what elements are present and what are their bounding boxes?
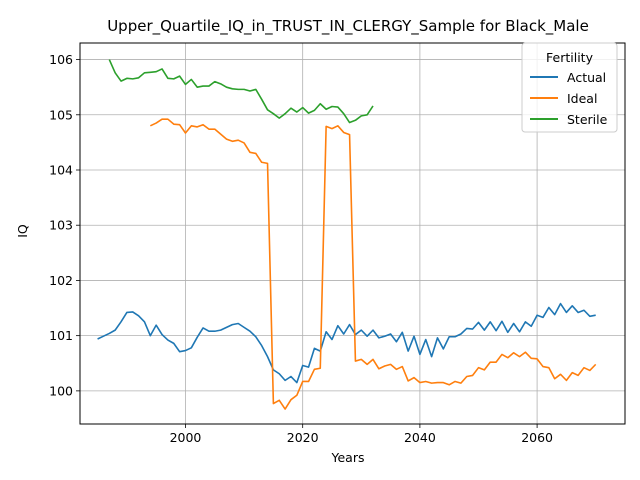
legend-label-actual: Actual — [567, 70, 606, 85]
y-tick-label: 102 — [49, 273, 73, 288]
series-line-sterile — [108, 59, 374, 124]
legend-label-ideal: Ideal — [567, 91, 597, 106]
plot-area-frame — [79, 42, 626, 425]
x-tick-label: 2000 — [170, 430, 202, 445]
x-tick-label: 2060 — [521, 430, 553, 445]
x-tick-label: 2040 — [404, 430, 436, 445]
x-tick-label: 2020 — [287, 430, 319, 445]
y-tick-label: 101 — [49, 328, 73, 343]
legend-box — [521, 42, 618, 133]
series-lines — [97, 59, 597, 410]
y-axis-title: IQ — [15, 224, 30, 238]
y-tick-label: 106 — [49, 52, 73, 67]
legend-label-sterile: Sterile — [567, 112, 608, 127]
y-tick-label: 103 — [49, 218, 73, 233]
y-tick-label: 105 — [49, 107, 73, 122]
chart-title: Upper_Quartile_IQ_in_TRUST_IN_CLERGY_Sam… — [107, 17, 589, 36]
legend-title: Fertility — [546, 50, 594, 65]
axis-ticks: 2000 2020 2040 2060 100 101 102 103 104 105 106 — [49, 52, 553, 445]
y-tick-label: 104 — [49, 163, 73, 178]
series-line-ideal — [149, 118, 597, 410]
y-tick-label: 100 — [49, 383, 73, 398]
series-line-actual — [97, 302, 596, 384]
legend: Fertility Actual Ideal Sterile — [521, 42, 618, 133]
x-axis-title: Years — [331, 450, 365, 465]
